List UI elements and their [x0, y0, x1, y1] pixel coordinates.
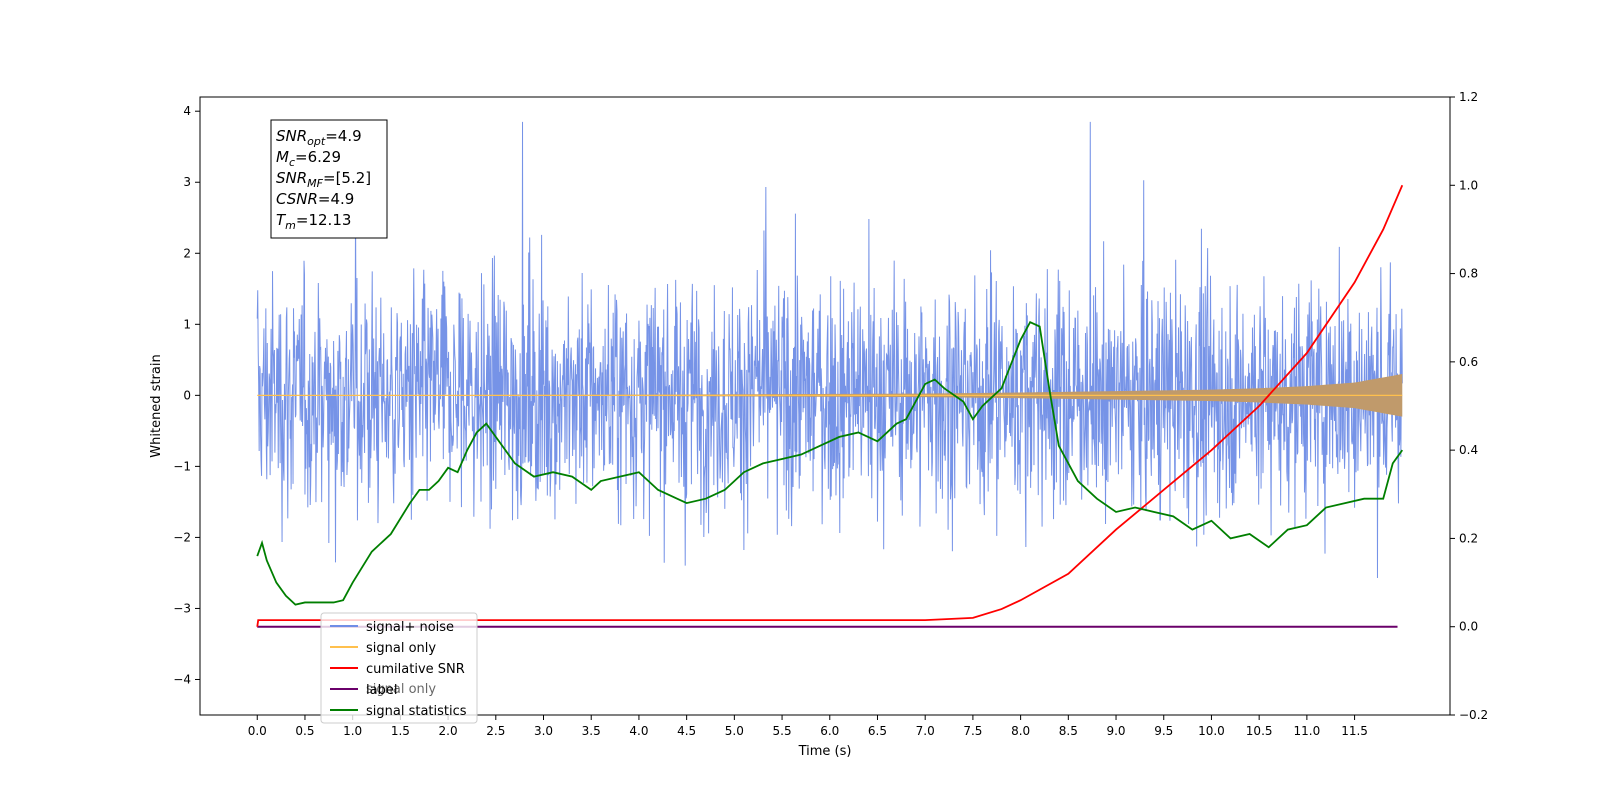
y-tick-label: −3	[173, 601, 191, 615]
x-tick-label: 9.5	[1154, 724, 1173, 738]
x-tick-label: 11.0	[1294, 724, 1321, 738]
legend-label: signal statistics	[366, 704, 467, 719]
y-tick-label: −1	[173, 459, 191, 473]
x-tick-label: 7.0	[916, 724, 935, 738]
y-axis-right: 1.2 1.0 0.8 0.6 0.4 0.2 0.0 −0.2	[1450, 90, 1488, 722]
x-tick-label: 11.5	[1341, 724, 1368, 738]
x-tick-label: 4.0	[629, 724, 648, 738]
x-tick-label: 1.5	[391, 724, 410, 738]
x-tick-label: 3.0	[534, 724, 553, 738]
annotation-line: SNRopt=4.9	[276, 127, 362, 148]
x-tick-label: 8.0	[1011, 724, 1030, 738]
annotation-line: CSNR=4.9	[276, 190, 354, 208]
x-tick-label: 8.5	[1059, 724, 1078, 738]
y-right-tick-label: 0.6	[1459, 355, 1478, 369]
series-signal-noise	[256, 121, 1403, 578]
y-right-tick-label: 0.8	[1459, 267, 1478, 281]
legend-label: cumilative SNR	[366, 662, 465, 677]
x-tick-label: 6.5	[868, 724, 887, 738]
x-tick-label: 9.0	[1106, 724, 1125, 738]
x-tick-label: 10.0	[1198, 724, 1225, 738]
y-right-tick-label: 0.4	[1459, 443, 1478, 457]
legend-label: signal+ noise	[366, 620, 454, 635]
y-right-tick-label: 1.0	[1459, 178, 1478, 192]
y-tick-label: 0	[183, 388, 191, 402]
legend-frame	[320, 612, 478, 724]
legend: signal only signal+ noise signal only cumil…	[320, 612, 478, 724]
y-right-tick-label: 1.2	[1459, 90, 1478, 104]
x-axis: 0.0 0.5 1.0 1.5 2.0 2.5 3.0 3.5 4.0 4.5 5.0 5.5 6.0 6…	[248, 715, 1368, 738]
x-tick-label: 2.0	[439, 724, 458, 738]
y-right-tick-label: 0.0	[1459, 620, 1478, 634]
x-tick-label: 10.5	[1246, 724, 1273, 738]
x-tick-label: 6.0	[820, 724, 839, 738]
series-signal-statistics	[256, 320, 1404, 606]
x-tick-label: 2.5	[486, 724, 505, 738]
series-cumulative-snr	[256, 184, 1404, 627]
x-tick-label: 7.5	[963, 724, 982, 738]
y-tick-label: 2	[183, 246, 191, 260]
y-tick-label: 4	[183, 104, 191, 118]
annotation-line: SNRMF=[5.2]	[276, 169, 371, 190]
x-axis-title: Time (s)	[798, 744, 852, 759]
y-tick-label: −2	[173, 530, 191, 544]
annotation-line: Tm=12.13	[276, 211, 351, 232]
y-axis-left: 4 3 2 1 0 −1 −2 −3 −4	[173, 104, 200, 686]
x-tick-label: 0.5	[295, 724, 314, 738]
y-tick-label: 1	[183, 317, 191, 331]
y-right-tick-label: −0.2	[1459, 708, 1488, 722]
plot-frame	[199, 96, 1451, 716]
annotation-line: Mc=6.29	[276, 148, 341, 169]
y-tick-label: −4	[173, 672, 191, 686]
x-tick-label: 0.0	[248, 724, 267, 738]
x-tick-label: 5.0	[725, 724, 744, 738]
x-tick-label: 1.0	[343, 724, 362, 738]
y-axis-title: Whitened strain	[149, 354, 164, 457]
y-right-tick-label: 0.2	[1459, 531, 1478, 545]
legend-label: label	[366, 683, 397, 698]
y-tick-label: 3	[183, 175, 191, 189]
x-tick-label: 5.5	[773, 724, 792, 738]
plot-area	[256, 121, 1404, 628]
x-tick-label: 3.5	[582, 724, 601, 738]
annotation-box-frame	[270, 119, 388, 239]
legend-label: signal only	[366, 641, 436, 656]
x-tick-label: 4.5	[677, 724, 696, 738]
legend-ghost-text: signal only	[366, 682, 436, 697]
